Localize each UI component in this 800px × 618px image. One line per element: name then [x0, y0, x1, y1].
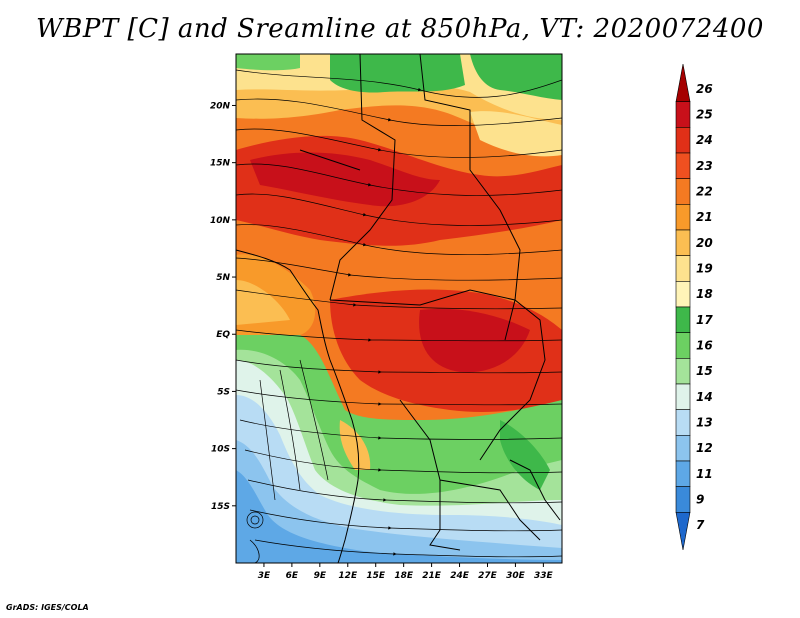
lon-tick-label: 18E [394, 571, 414, 581]
colorbar-label: 24 [696, 133, 713, 147]
colorbar-swatch [675, 383, 691, 410]
grads-credit: GrADS: IGES/COLA [6, 603, 89, 612]
colorbar-swatch [675, 204, 691, 231]
colorbar-swatch [675, 306, 691, 333]
lon-tick-label: 33E [534, 571, 554, 581]
colorbar-swatch [675, 460, 691, 487]
lat-tick-label: 5S [217, 387, 230, 397]
lat-tick-label: 10N [210, 216, 231, 226]
colorbar-swatch [675, 409, 691, 436]
lon-tick-label: 9E [314, 571, 327, 581]
colorbar-swatch [675, 229, 691, 256]
colorbar-swatch [675, 255, 691, 282]
colorbar-swatch [675, 281, 691, 308]
colorbar-swatch [675, 63, 691, 102]
colorbar-swatch [675, 486, 691, 513]
colorbar-label: 7 [696, 518, 705, 532]
colorbar-label: 26 [696, 82, 713, 96]
latitude-axis: 20N 15N 10N 5N EQ 5S 10S 15S [210, 101, 236, 512]
colorbar-label: 22 [696, 185, 713, 199]
colorbar-label: 14 [696, 390, 713, 404]
colorbar-label: 19 [696, 262, 713, 276]
colorbar-label: 23 [696, 159, 713, 173]
lat-tick-label: 10S [211, 445, 230, 455]
map-frame [235, 53, 563, 564]
colorbar-swatch [675, 101, 691, 128]
lat-tick-label: 15S [211, 502, 230, 512]
colorbar-label: 17 [696, 313, 713, 327]
lat-tick-label: EQ [216, 330, 230, 340]
longitude-axis: 3E 6E 9E 12E 15E 18E 21E 24E 27E 30E 33E [258, 563, 554, 581]
colorbar-label: 11 [696, 467, 713, 481]
colorbar-label: 20 [696, 236, 713, 250]
colorbar-swatch [675, 152, 691, 179]
colorbar-label: 12 [696, 441, 713, 455]
lon-tick-label: 12E [338, 571, 358, 581]
country-boundaries [236, 54, 561, 563]
lon-tick-label: 3E [258, 571, 271, 581]
colorbar-swatch [675, 332, 691, 359]
lat-tick-label: 15N [210, 159, 231, 169]
colorbar-label: 13 [696, 416, 713, 430]
colorbar-swatch [675, 435, 691, 462]
colorbar-swatch [675, 358, 691, 385]
colorbar-label: 21 [696, 210, 713, 224]
colorbar-swatch [675, 178, 691, 205]
colorbar: 26 25 24 23 22 21 20 19 18 17 16 15 14 13 12 11 9 7 [675, 63, 713, 551]
colorbar-swatch [675, 127, 691, 154]
lon-tick-label: 15E [366, 571, 386, 581]
colorbar-swatch [675, 512, 691, 551]
colorbar-label: 9 [696, 493, 704, 507]
lon-tick-label: 21E [422, 571, 442, 581]
streamlines [236, 69, 562, 558]
lat-tick-label: 5N [216, 273, 230, 283]
lat-tick-label: 20N [210, 101, 231, 111]
map-title: WBPT [C] and Sreamline at 850hPa, VT: 20… [36, 14, 764, 44]
lon-tick-label: 27E [478, 571, 498, 581]
lon-tick-label: 24E [450, 571, 470, 581]
colorbar-label: 16 [696, 339, 713, 353]
colorbar-label: 15 [696, 364, 713, 378]
lon-tick-label: 30E [506, 571, 526, 581]
lon-tick-label: 6E [286, 571, 299, 581]
colorbar-label: 25 [696, 108, 713, 122]
colorbar-label: 18 [696, 287, 713, 301]
